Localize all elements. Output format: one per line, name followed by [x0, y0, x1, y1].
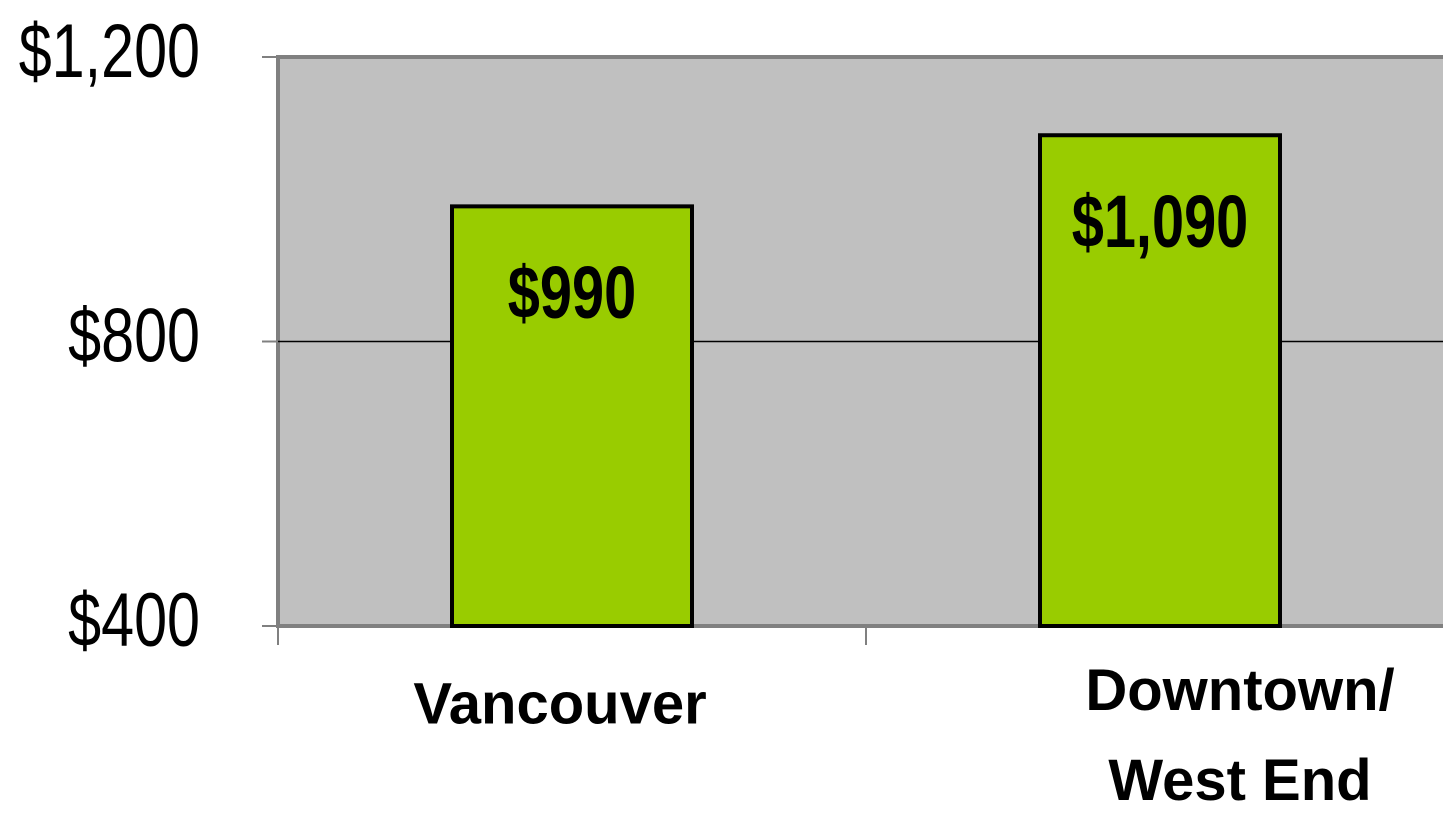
value-label: $990: [508, 252, 636, 335]
bar: [450, 204, 694, 629]
x-tick-label: Downtown/West End: [1085, 658, 1394, 813]
y-tick-label: $800: [68, 294, 200, 379]
bar: [1038, 133, 1282, 629]
y-tick-label: $1,200: [19, 9, 200, 94]
y-tick-label: $400: [68, 578, 200, 663]
value-label: $1,090: [1072, 181, 1249, 264]
x-tick-label: Vancouver: [413, 671, 706, 736]
